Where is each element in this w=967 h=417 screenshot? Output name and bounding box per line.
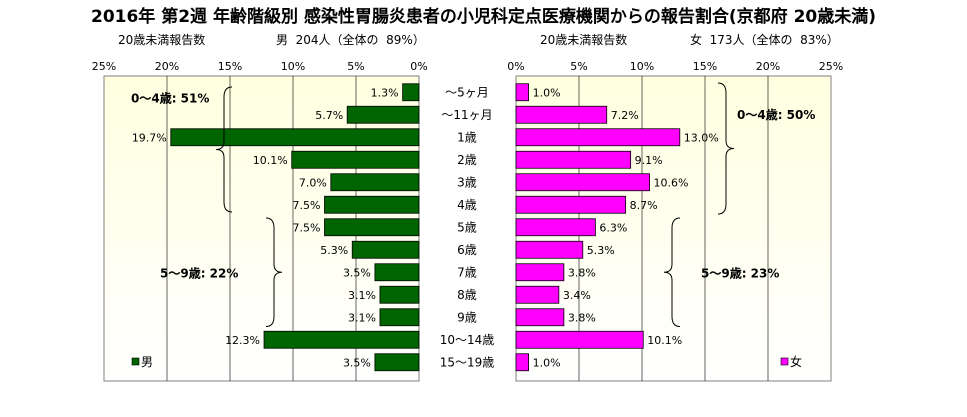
male-value-label: 3.1% [348,289,376,302]
age-category-label: 10〜14歳 [440,333,495,347]
female-value-label: 6.3% [599,221,627,234]
female-bar [515,195,627,214]
female-0-4-brace [717,82,735,215]
left-x-tick-label: 10% [281,60,305,73]
age-category-label: 8歳 [457,288,477,302]
age-category-label: 〜11ヶ月 [441,108,492,122]
female-bar [515,218,596,237]
right-subheader: 20歳未満報告数 [540,32,627,47]
male-bar [379,308,420,327]
male-value-label: 5.7% [315,109,343,122]
right-x-tick-label: 10% [630,60,654,73]
female-bar [515,353,530,372]
male-bar [324,218,420,237]
male-value-label: 7.5% [293,199,321,212]
male-bar [379,285,420,304]
age-category-label: 4歳 [457,198,477,212]
right-x-tick-label: 25% [819,60,843,73]
male-0-4-brace [215,86,233,213]
male-bar [330,173,420,192]
age-category-label: 〜5ヶ月 [445,85,489,99]
female-value-label: 3.8% [568,266,596,279]
left-x-tick-label: 15% [218,60,242,73]
female-value-label: 5.3% [587,244,615,257]
female-value-label: 13.0% [684,131,719,144]
male-bar [374,263,420,282]
left-x-tick-label: 25% [92,60,116,73]
male-bar [402,83,420,102]
male-value-label: 3.5% [343,266,371,279]
female-value-label: 7.2% [611,109,639,122]
female-value-label: 10.6% [654,176,689,189]
male-bar [263,330,420,349]
female-bar [515,150,632,169]
female-value-label: 9.1% [635,154,663,167]
male-bar [374,353,420,372]
left-summary: 男 204人（全体の 89%） [276,32,425,47]
male-bar [346,105,420,124]
female-bar [515,330,644,349]
female-bar [515,240,584,259]
female-5-9-brace [663,217,681,327]
right-summary: 女 173人（全体の 83%） [690,32,839,47]
male-bar [170,128,420,147]
male-value-label: 1.3% [371,86,399,99]
left-x-tick-label: 5% [347,60,364,73]
male-value-label: 7.5% [293,221,321,234]
female-value-label: 3.4% [563,289,591,302]
age-category-label: 2歳 [457,153,477,167]
male-legend-label: 男 [141,355,153,369]
male-value-label: 7.0% [299,176,327,189]
age-category-label: 9歳 [457,310,477,324]
right-x-tick-label: 5% [570,60,587,73]
female-value-label: 8.7% [630,199,658,212]
male-bar [291,150,420,169]
female-bar [515,105,608,124]
male-value-label: 3.5% [343,356,371,369]
female-value-label: 1.0% [533,356,561,369]
female-bar [515,128,681,147]
age-category-label: 15〜19歳 [440,355,495,369]
male-value-label: 12.3% [225,334,260,347]
age-category-label: 3歳 [457,175,477,189]
left-subheader: 20歳未満報告数 [118,32,205,47]
male-bar [324,195,420,214]
female-value-label: 1.0% [533,86,561,99]
age-category-label: 5歳 [457,220,477,234]
age-category-label: 7歳 [457,265,477,279]
left-x-tick-label: 0% [410,60,427,73]
male-5-9-annotation: 5〜9歳: 22% [160,265,238,280]
female-bar [515,263,565,282]
male-value-label: 5.3% [320,244,348,257]
female-value-label: 3.8% [568,311,596,324]
female-5-9-annotation: 5〜9歳: 23% [701,265,779,280]
female-bar [515,308,565,327]
right-x-tick-label: 15% [693,60,717,73]
male-bar [351,240,420,259]
female-legend-label: 女 [790,354,802,369]
male-value-label: 10.1% [253,154,288,167]
female-bar [515,285,560,304]
female-legend-swatch [780,357,789,366]
chart-title: 2016年 第2週 年齢階級別 感染性胃腸炎患者の小児科定点医療機関からの報告割… [90,7,876,27]
male-5-9-brace [265,217,283,327]
age-category-label: 6歳 [457,243,477,257]
male-legend-swatch [131,357,140,366]
right-x-tick-label: 0% [507,60,524,73]
female-0-4-annotation: 0〜4歳: 50% [737,107,815,122]
left-x-tick-label: 20% [155,60,179,73]
male-0-4-annotation: 0〜4歳: 51% [131,90,209,105]
female-bar [515,83,530,102]
age-category-label: 1歳 [457,130,477,144]
female-bar [515,173,650,192]
male-value-label: 3.1% [348,311,376,324]
right-x-tick-label: 20% [756,60,780,73]
female-value-label: 10.1% [647,334,682,347]
male-value-label: 19.7% [132,131,167,144]
